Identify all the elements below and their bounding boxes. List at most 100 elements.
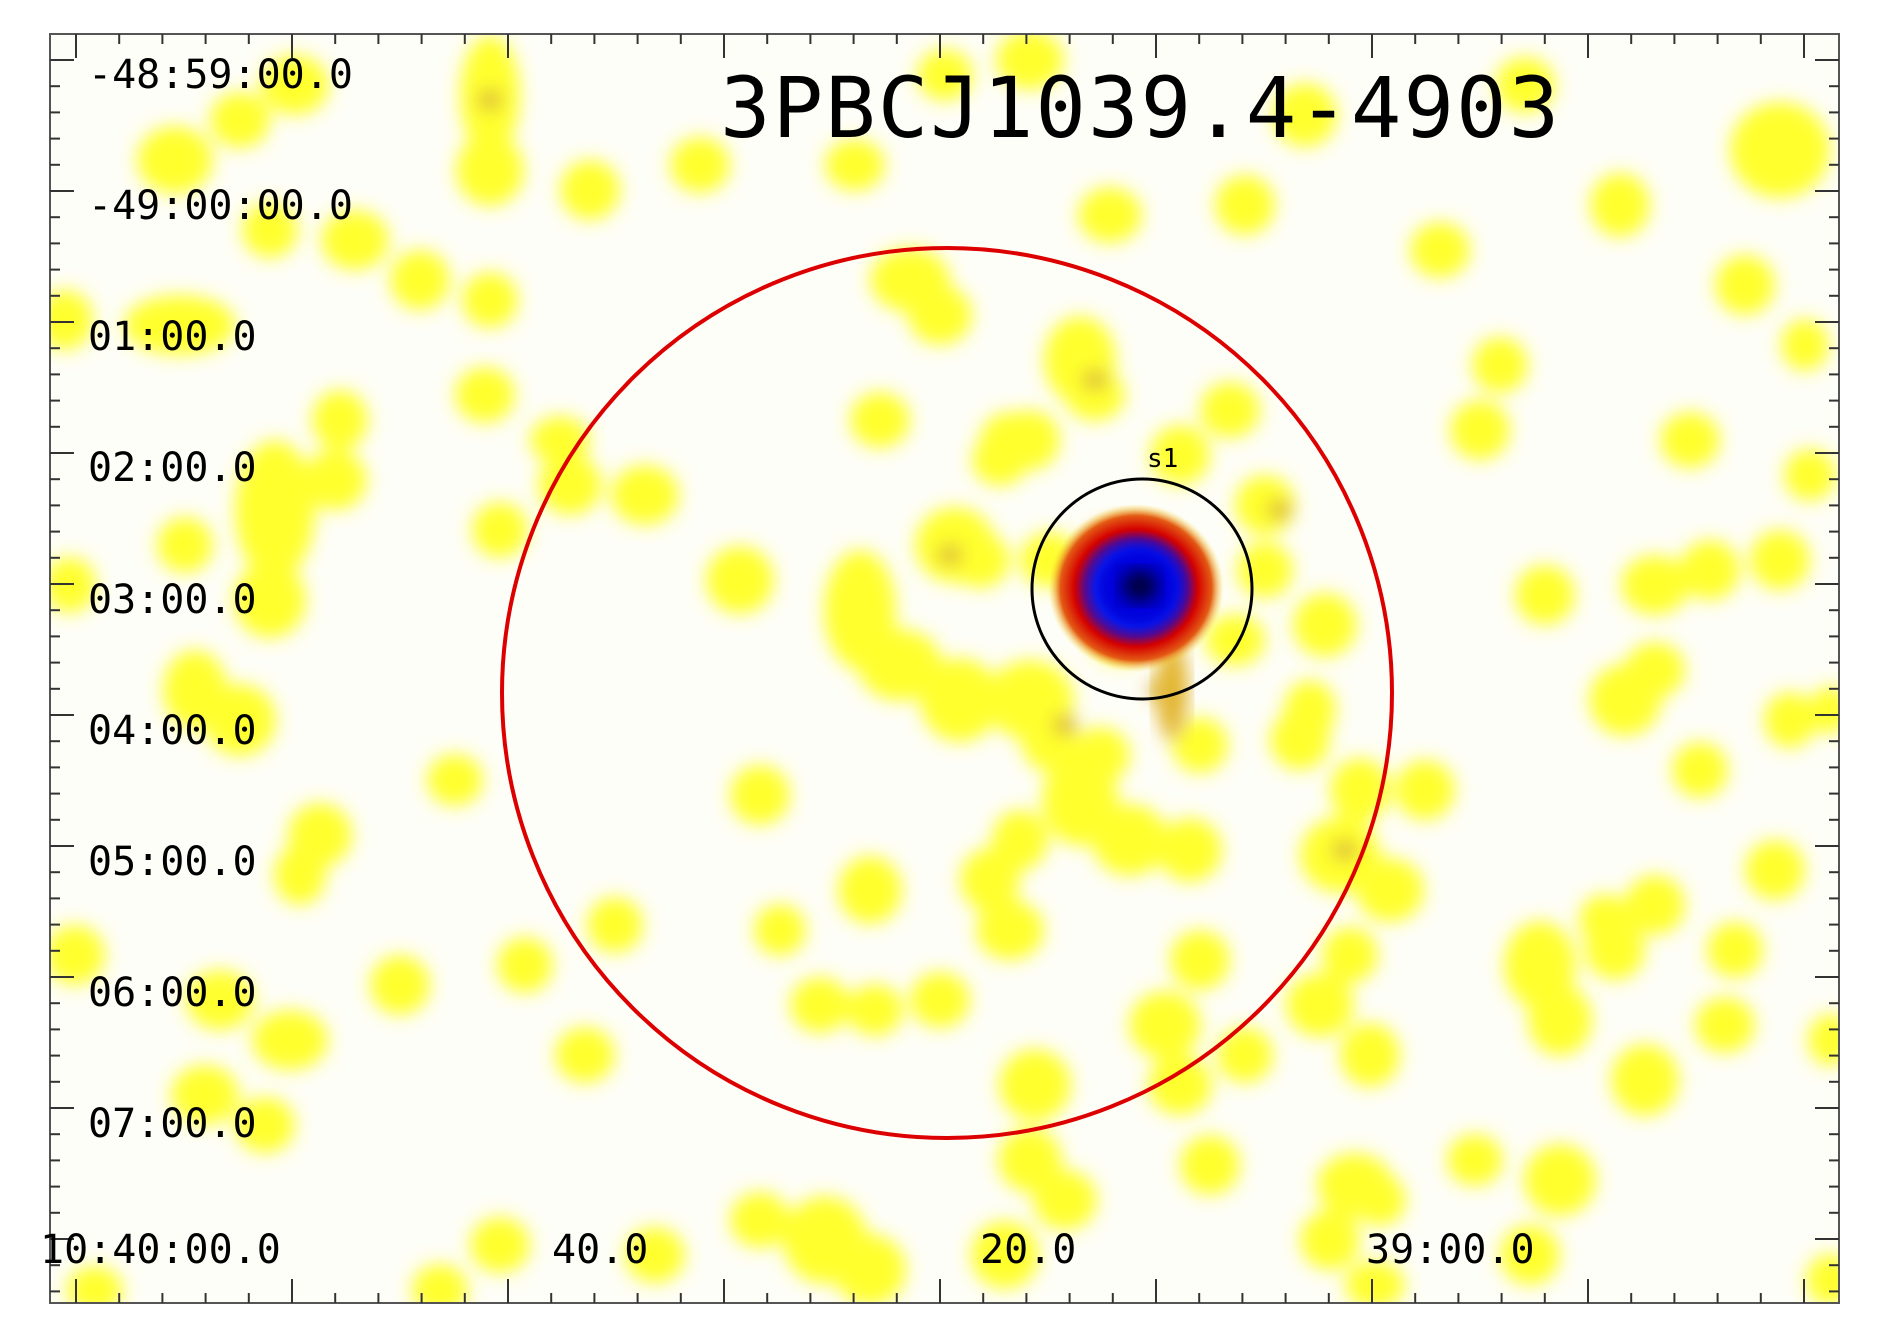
emission-patch [1293,593,1357,657]
emission-patch [1808,1014,1839,1066]
emission-patch [670,137,730,193]
emission-patch [555,1027,615,1083]
y-tick-label: 01:00.0 [88,314,257,360]
emission-patch [1205,614,1265,666]
emission-patch [730,1192,790,1248]
emission-patch [1524,1144,1596,1216]
y-tick-label: -48:59:00.0 [88,52,353,98]
source-circle-s1 [1030,477,1254,701]
emission-patch [1354,1174,1406,1226]
emission-patch [252,1010,328,1070]
emission-patch [137,126,213,194]
x-tick-label: 40.0 [552,1227,649,1273]
emission-patch [1495,57,1555,113]
x-tick-label: 20.0 [980,1227,1077,1273]
emission-patch [1611,1044,1679,1116]
emission-patch [858,629,942,701]
emission-patch [210,92,270,148]
emission-patch [971,1221,1039,1289]
emission-patch [1781,319,1829,371]
emission-peak [478,90,502,110]
emission-patch [1764,692,1816,748]
emission-patch [1270,710,1330,770]
x-tick-label: 39:00.0 [1366,1227,1535,1273]
emission-patch [587,897,643,953]
emission-patch [455,367,515,423]
emission-patch [321,210,389,270]
emission-patch [1450,400,1510,460]
emission-patch [462,272,518,328]
emission-patch [538,455,602,515]
emission-patch [412,1264,468,1303]
emission-patch [1070,727,1130,783]
y-tick-label: 05:00.0 [88,839,257,885]
emission-patch [1200,382,1260,438]
emission-patch [186,970,254,1030]
y-tick-label: 02:00.0 [88,445,257,491]
emission-patch [996,34,1064,90]
emission-peak [1333,840,1357,860]
emission-patch [754,904,806,956]
emission-patch [1621,555,1689,615]
emission-patch [456,134,524,206]
emission-patch [910,972,970,1028]
emission-patch [472,502,528,558]
emission-patch [234,562,306,638]
emission-patch [1680,540,1740,600]
emission-patch [303,450,367,510]
y-tick-label: -49:00:00.0 [88,183,353,229]
emission-patch [1356,858,1424,922]
emission-patch [1286,973,1354,1037]
emission-patch [1158,818,1222,882]
emission-peak [938,545,962,565]
emission-patch [50,290,93,350]
emission-patch [1707,922,1763,978]
x-tick-label: 10:40:00.0 [40,1227,281,1273]
emission-patch [1672,742,1728,798]
emission-patch [1395,760,1455,820]
emission-patch [1810,686,1839,734]
emission-patch [427,754,483,806]
emission-patch [50,925,105,985]
bright-source [1048,504,1224,740]
emission-patch [1172,717,1228,773]
emission-patch [124,295,236,355]
emission-patch [204,684,276,756]
y-tick-label: 03:00.0 [88,577,257,623]
emission-patch [1150,425,1210,485]
emission-patch [1180,1135,1240,1195]
emission-patch [625,1227,685,1283]
emission-patch [870,248,950,312]
emission-patch [1345,1261,1405,1303]
emission-patch [1092,804,1168,876]
source-title: 3PBCJ1039.4-4903 [720,59,1562,157]
emission-patch [1500,1225,1560,1285]
emission-patch [976,900,1044,960]
emission-peak [1083,370,1107,390]
emission-patch [1273,83,1337,147]
emission-patch [960,848,1020,912]
emission-patch [1078,187,1142,243]
source-label-s1: s1 [1147,444,1179,474]
emission-patch [998,1128,1062,1192]
emission-patch [1472,337,1528,393]
emission-patch [470,1217,530,1273]
emission-patch [917,49,973,101]
emission-patch [157,517,213,573]
emission-patch [1625,642,1685,698]
emission-patch [274,845,326,905]
emission-patch [1625,875,1685,935]
emission-patch [235,1097,295,1153]
emission-patch [706,546,774,614]
emission-patch [790,977,850,1033]
emission-patch [1528,984,1592,1056]
emission-peak [1053,715,1077,735]
emission-patch [67,1266,123,1303]
emission-patch [171,1065,239,1125]
emission-patch [1515,565,1575,625]
emission-patch [1217,1027,1273,1083]
emission-patch [611,465,679,525]
emission-patch [1784,449,1836,501]
emission-patch [850,392,910,448]
